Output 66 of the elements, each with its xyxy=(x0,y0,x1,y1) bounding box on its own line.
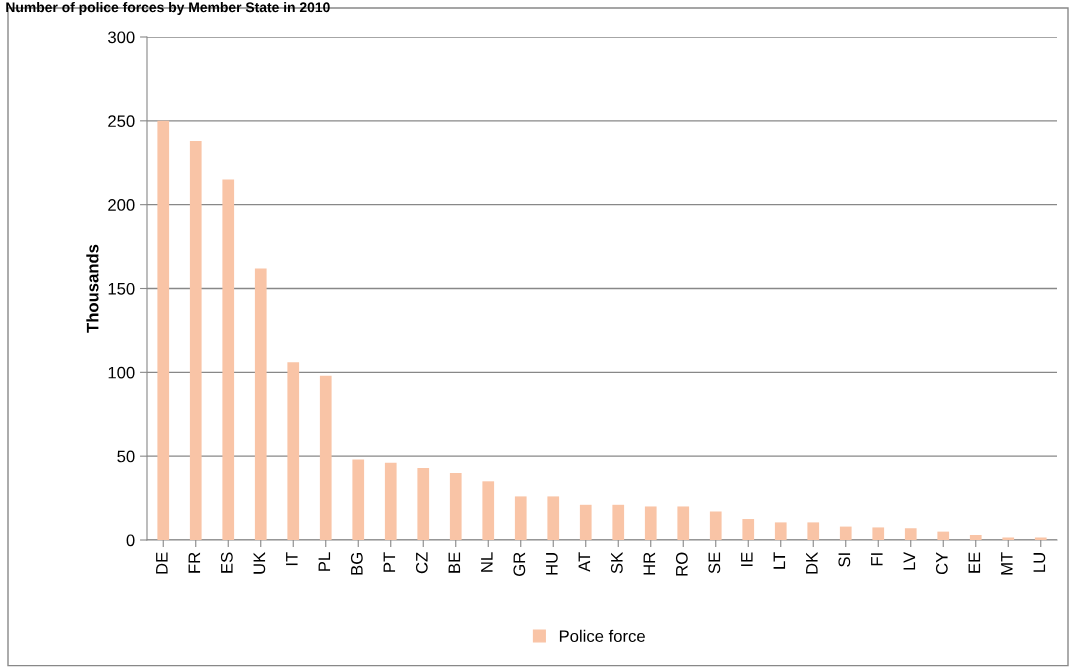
bar xyxy=(547,496,560,540)
legend-label: Police force xyxy=(559,629,645,643)
y-tick-label: 100 xyxy=(108,366,135,379)
x-tick-label: IE xyxy=(741,552,753,567)
bar xyxy=(644,506,657,540)
x-tick-label: CZ xyxy=(415,552,428,574)
x-tick-label: HR xyxy=(643,552,656,575)
y-tick-label: 150 xyxy=(108,282,135,295)
x-tick-label: EE xyxy=(968,552,981,573)
bar xyxy=(807,522,820,540)
bar xyxy=(904,528,917,540)
x-tick-label: UK xyxy=(253,551,266,574)
x-tick-label: IT xyxy=(286,552,298,566)
bar xyxy=(677,506,690,540)
x-tick-label: DK xyxy=(806,551,818,574)
x-tick-label: SE xyxy=(708,552,721,574)
bar xyxy=(1002,537,1015,540)
bar xyxy=(189,140,202,540)
x-tick-label: PT xyxy=(383,552,396,572)
bar xyxy=(157,120,170,540)
x-tick-label: LV xyxy=(903,551,916,570)
x-tick-label: DE xyxy=(156,552,168,574)
bar xyxy=(1034,537,1047,540)
x-tick-label: GR xyxy=(513,552,526,576)
bar xyxy=(384,462,397,540)
bar xyxy=(417,467,430,540)
y-tick-label: 50 xyxy=(117,450,135,463)
x-tick-label: RO xyxy=(675,552,688,576)
x-tick-label: HU xyxy=(546,553,558,575)
x-tick-label: PL xyxy=(318,552,331,571)
bar xyxy=(514,496,527,540)
bar xyxy=(287,362,300,540)
bar xyxy=(709,511,722,540)
bar xyxy=(254,268,267,540)
bar xyxy=(872,527,885,540)
y-tick-label: 200 xyxy=(108,199,135,211)
bar xyxy=(774,522,787,540)
bar xyxy=(937,531,950,540)
y-tick-label: 300 xyxy=(108,31,135,44)
bar xyxy=(579,504,592,540)
bar xyxy=(449,472,462,540)
x-tick-label: AT xyxy=(578,552,591,572)
x-tick-label: CY xyxy=(935,552,948,575)
y-tick-label: 0 xyxy=(126,534,135,547)
x-tick-label: FR xyxy=(188,552,201,573)
x-tick-label: NL xyxy=(481,552,493,572)
x-tick-label: BG xyxy=(350,553,363,575)
bar xyxy=(839,526,852,540)
y-tick-label: 250 xyxy=(108,115,135,128)
x-tick-label: LU xyxy=(1033,553,1046,572)
x-tick-label: ES xyxy=(220,552,233,573)
bar xyxy=(352,459,365,540)
x-tick-label: FI xyxy=(871,553,883,566)
x-tick-label: SK xyxy=(610,551,623,574)
bar xyxy=(319,375,332,540)
chart-title: Number of police forces by Member State in 2010 xyxy=(6,2,330,15)
y-axis-title: Thousands xyxy=(86,244,99,333)
bar xyxy=(482,481,495,540)
x-tick-label: BE xyxy=(448,552,461,573)
x-tick-label: SI xyxy=(838,553,851,567)
bar xyxy=(612,504,625,540)
x-tick-label: LT xyxy=(773,552,786,569)
x-tick-label: MT xyxy=(1001,552,1013,575)
bar xyxy=(742,519,755,540)
bar xyxy=(969,534,982,540)
bar xyxy=(222,179,235,540)
